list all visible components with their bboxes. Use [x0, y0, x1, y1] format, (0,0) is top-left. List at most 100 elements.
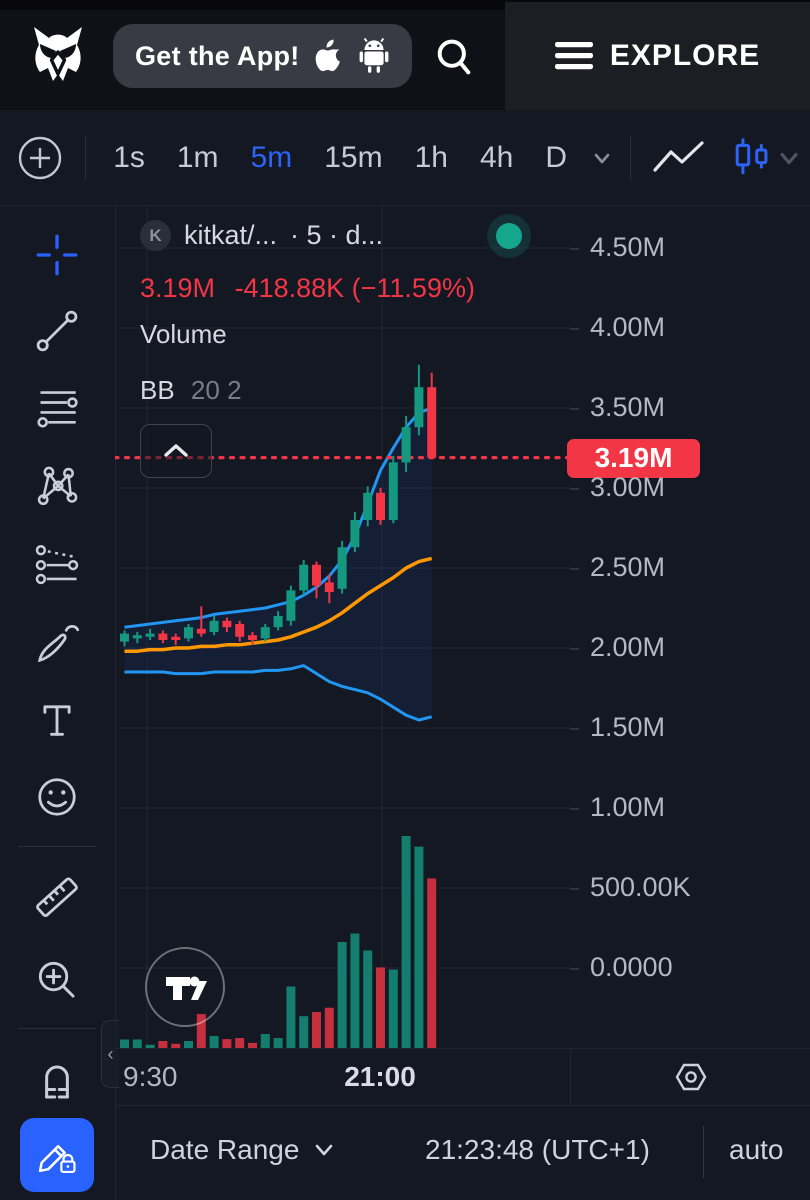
timeframe-4h[interactable]: 4h	[479, 140, 514, 174]
chart-pane[interactable]: K kitkat/... · 5 · d... 3.19M -418.88K (…	[115, 205, 570, 1048]
candle-body	[184, 627, 193, 639]
timeframe-15m[interactable]: 15m	[324, 140, 383, 174]
bb-upper-line	[124, 406, 433, 629]
status-bar	[0, 0, 810, 10]
explore-label: EXPLORE	[609, 39, 761, 72]
price-axis-label: 2.00M	[590, 632, 666, 662]
timeframe-list: 1s 1m 5m 15m 1h 4h D	[97, 141, 583, 175]
candle-body	[171, 636, 181, 640]
sidebar-collapse-tab[interactable]: ‹	[101, 1020, 119, 1088]
axis-tick	[570, 408, 579, 410]
search-icon	[432, 35, 476, 79]
volume-bar	[209, 1035, 219, 1048]
legend-collapse-button[interactable]	[140, 424, 212, 478]
volume-bar	[145, 1044, 155, 1048]
axis-tick	[570, 808, 579, 810]
price-axis-label: 1.00M	[590, 792, 666, 822]
volume-bar	[184, 1041, 193, 1048]
xabcd-pattern-icon[interactable]	[27, 457, 87, 517]
volume-bar	[273, 1038, 283, 1048]
symbol-name: kitkat/...	[184, 220, 278, 250]
axis-tick	[570, 328, 579, 330]
brush-icon[interactable]	[27, 613, 87, 673]
price-axis-label: 0.0000	[590, 952, 673, 982]
sidebar-divider	[18, 1028, 96, 1029]
volume-bar	[388, 969, 398, 1048]
zoom-in-icon[interactable]	[27, 950, 87, 1010]
candle-body	[158, 633, 168, 640]
apple-icon	[314, 39, 344, 73]
candle-body	[299, 564, 309, 591]
projection-icon[interactable]	[27, 534, 87, 594]
ruler-icon[interactable]	[27, 866, 87, 926]
get-app-button[interactable]: Get the App!	[113, 24, 412, 88]
change-text: -418.88K (−11.59%)	[234, 273, 475, 303]
candle-body	[286, 590, 296, 621]
timeframe-5m[interactable]: 5m	[250, 140, 293, 174]
price-chart[interactable]	[115, 205, 570, 1048]
crosshair-icon[interactable]	[27, 225, 87, 285]
candle-body	[120, 633, 129, 642]
search-button[interactable]	[430, 33, 478, 81]
bb-lower-line	[124, 664, 433, 722]
magnet-icon[interactable]	[27, 1052, 87, 1112]
symbol-meta: · 5 · d...	[290, 220, 384, 250]
text-tool-icon[interactable]	[27, 690, 87, 750]
timeframe-chevron-down-icon[interactable]	[589, 145, 615, 171]
volume-bar	[299, 1016, 309, 1048]
timeframe-D[interactable]: D	[545, 140, 568, 174]
pencil-lock-icon	[33, 1131, 81, 1179]
volume-bar	[235, 1038, 245, 1048]
last-price-badge: 3.19M	[567, 438, 700, 478]
volume-bar	[158, 1041, 168, 1048]
volume-bar	[286, 986, 296, 1048]
candle-body	[350, 520, 360, 548]
toolbar-divider	[84, 135, 86, 180]
symbol-header[interactable]: K kitkat/... · 5 · d...	[140, 220, 383, 251]
candle-body	[414, 387, 424, 428]
price-axis[interactable]: 3.19M 4.50M 4.00M 3.50M 3.00M 2.50M 2.00M 1.50…	[567, 205, 810, 1048]
volume-bar	[222, 1039, 232, 1048]
axis-settings-button[interactable]	[673, 1059, 709, 1095]
timeframe-1s[interactable]: 1s	[113, 140, 145, 174]
bb-indicator-label[interactable]: BB 20 2	[140, 375, 242, 406]
volume-bar	[196, 1014, 206, 1048]
drawing-lock-button[interactable]	[20, 1118, 94, 1192]
candle-body	[388, 462, 398, 520]
candle-body	[260, 627, 270, 639]
time-axis-label: 21:00	[344, 1061, 416, 1092]
trend-line-icon[interactable]	[27, 301, 87, 361]
line-chart-icon[interactable]	[651, 140, 707, 176]
price-axis-label: 4.00M	[590, 312, 666, 342]
chevron-left-icon: ‹	[107, 1043, 114, 1064]
horizontal-lines-icon[interactable]	[27, 378, 87, 438]
owl-logo-icon[interactable]	[26, 24, 90, 90]
candlestick-icon[interactable]	[728, 135, 774, 181]
bottom-bar: Date Range 21:23:48 (UTC+1) auto	[115, 1105, 810, 1200]
candle-body	[273, 616, 283, 628]
price-axis-label: 3.00M	[590, 472, 666, 502]
axis-tick	[570, 568, 579, 570]
price-axis-label: 500.00K	[590, 872, 691, 902]
candle-body	[337, 547, 347, 589]
date-range-button[interactable]: Date Range	[150, 1134, 335, 1166]
price-axis-label: 3.50M	[590, 392, 666, 422]
volume-bar	[260, 1034, 270, 1048]
time-axis[interactable]: 9:30 21:00	[115, 1048, 810, 1106]
bb-params: 20 2	[190, 375, 242, 405]
price-axis-label: 4.50M	[590, 232, 666, 262]
volume-indicator-label[interactable]: Volume	[140, 319, 227, 349]
axis-tick	[570, 728, 579, 730]
add-symbol-button[interactable]	[17, 135, 63, 181]
timeframe-1h[interactable]: 1h	[414, 140, 448, 174]
auto-scale-toggle[interactable]: auto	[729, 1134, 784, 1165]
explore-menu-button[interactable]: EXPLORE	[505, 2, 810, 110]
chevron-down-icon	[313, 1142, 335, 1158]
settings-hex-icon	[673, 1059, 709, 1095]
axis-tick	[570, 648, 579, 650]
chart-type-chevron-down-icon[interactable]	[774, 143, 804, 173]
emoji-icon[interactable]	[27, 767, 87, 827]
clock-text[interactable]: 21:23:48 (UTC+1)	[425, 1134, 650, 1165]
timeframe-1m[interactable]: 1m	[176, 140, 219, 174]
